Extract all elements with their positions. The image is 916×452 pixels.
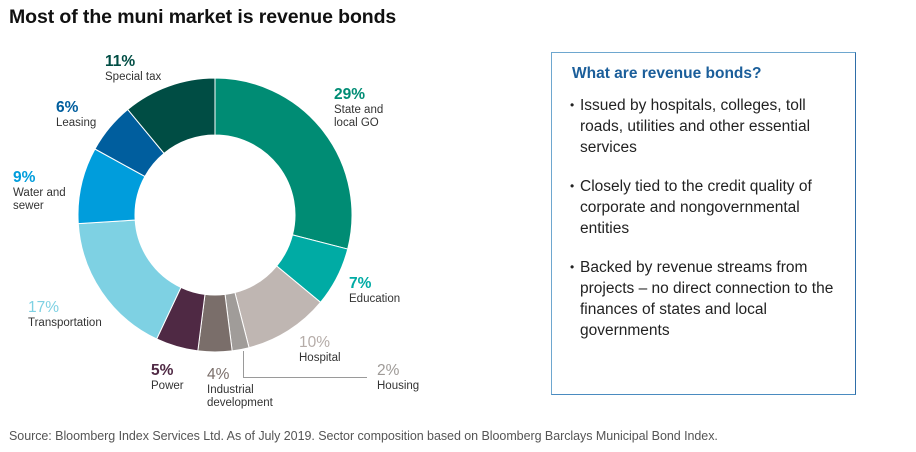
info-box: What are revenue bonds? • Issued by hospi… [551,52,856,395]
label-power: 5% Power [151,362,184,393]
info-bullet-text: Issued by hospitals, colleges, toll road… [580,97,811,156]
label-housing: 2% Housing [377,362,419,393]
label-value: 5% [151,362,174,379]
donut-slice-special-tax [126,77,216,155]
source-note: Source: Bloomberg Index Services Ltd. As… [9,429,718,443]
info-bullet: • Backed by revenue streams from projects… [570,257,840,341]
label-industrial-development: 4% Industrial development [207,366,273,410]
housing-leader-line [243,351,244,378]
label-name: Special tax [105,70,162,83]
label-name: Water and [13,186,66,199]
label-leasing: 6% Leasing [56,99,96,130]
label-value: 29% [334,86,366,103]
bullet-icon: • [570,98,575,112]
label-name: Industrial [207,383,254,396]
label-name: Education [349,292,401,305]
label-name: sewer [13,200,44,213]
bullet-icon: • [570,179,575,193]
label-name: Hospital [299,351,341,364]
info-bullet: • Issued by hospitals, colleges, toll roa… [570,95,840,158]
label-name: Transportation [28,316,102,329]
label-water-and-sewer: 9% Water and sewer [13,169,66,213]
donut-slice-state-and-local-go [214,77,353,250]
label-value: 4% [207,366,230,383]
label-name: State and [334,103,384,116]
label-hospital: 10% Hospital [299,334,341,365]
label-name: Power [151,379,184,392]
label-value: 6% [56,99,79,116]
label-value: 11% [105,53,136,70]
label-value: 9% [13,169,36,186]
housing-leader-line [243,377,367,378]
info-bullet-text: Closely tied to the credit quality of co… [580,178,812,237]
label-name: Housing [377,379,420,392]
label-value: 2% [377,362,400,379]
label-name: Leasing [56,116,97,129]
chart-title: Most of the muni market is revenue bonds [9,6,397,28]
info-box-list: • Issued by hospitals, colleges, toll roa… [570,95,840,359]
label-state-local-go: 29% State and local GO [334,86,383,130]
info-bullet: • Closely tied to the credit quality of c… [570,176,840,239]
label-value: 7% [349,275,372,292]
label-education: 7% Education [349,275,400,306]
label-value: 10% [299,334,331,351]
label-special-tax: 11% Special tax [105,53,161,84]
bullet-icon: • [570,260,575,274]
label-name: local GO [334,117,379,130]
label-transportation: 17% Transportation [28,299,102,330]
info-bullet-text: Backed by revenue streams from projects … [580,259,834,339]
label-name: development [207,397,273,410]
label-value: 17% [28,299,60,316]
info-box-title: What are revenue bonds? [572,65,762,82]
